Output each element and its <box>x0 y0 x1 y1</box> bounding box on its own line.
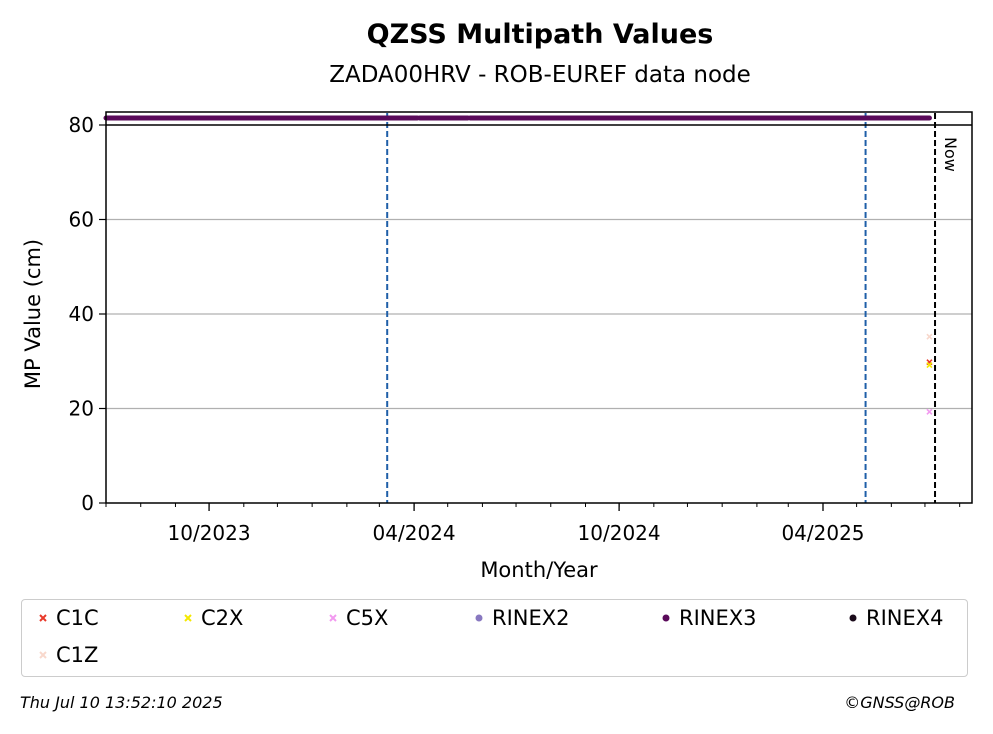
y-tick-label-40: 40 <box>69 302 94 326</box>
y-tick-label-60: 60 <box>69 208 94 232</box>
x-tick-label-1: 04/2024 <box>373 521 456 545</box>
legend: C1C C2X C5X RINEX2 RINEX3 RINEX4 C1Z <box>21 599 968 677</box>
legend-item-c2x: C2X <box>181 606 243 630</box>
legend-marker-c5x <box>326 611 340 625</box>
x-axis-label: Month/Year <box>480 558 598 582</box>
legend-marker-c1c <box>36 611 50 625</box>
legend-item-c5x: C5X <box>326 606 388 630</box>
point-c5x <box>926 408 933 415</box>
plot-frame <box>105 111 973 504</box>
legend-label-c1c: C1C <box>56 606 99 630</box>
legend-marker-rinex4 <box>846 611 860 625</box>
now-label: Now <box>941 137 960 172</box>
legend-label-rinex2: RINEX2 <box>492 606 570 630</box>
reference-lines <box>386 113 937 503</box>
legend-item-rinex3: RINEX3 <box>659 606 757 630</box>
point-c1z <box>926 333 933 340</box>
chart-svg: QZSS Multipath Values ZADA00HRV - ROB-EU… <box>21 19 973 582</box>
legend-marker-rinex2 <box>472 611 486 625</box>
legend-label-c1z: C1Z <box>56 643 99 667</box>
legend-label-c5x: C5X <box>346 606 389 630</box>
legend-label-rinex3: RINEX3 <box>679 606 757 630</box>
y-tick-label-20: 20 <box>69 397 94 421</box>
x-tick-label-0: 10/2023 <box>168 521 251 545</box>
legend-item-c1c: C1C <box>36 606 99 630</box>
legend-label-c2x: C2X <box>201 606 244 630</box>
chart-subtitle: ZADA00HRV - ROB-EUREF data node <box>329 62 751 88</box>
chart-title: QZSS Multipath Values <box>367 19 714 50</box>
legend-marker-c2x <box>181 611 195 625</box>
y-tick-label-0: 0 <box>81 491 94 515</box>
data-points <box>926 333 933 415</box>
x-tick-label-2: 10/2024 <box>578 521 661 545</box>
point-c2x <box>926 361 933 369</box>
legend-item-c1z: C1Z <box>36 643 98 667</box>
y-axis-ticks: 0 20 40 60 80 <box>69 113 106 515</box>
x-tick-label-3: 04/2025 <box>781 521 864 545</box>
legend-marker-c1z <box>36 648 50 662</box>
y-tick-label-80: 80 <box>69 113 94 137</box>
legend-label-rinex4: RINEX4 <box>866 606 944 630</box>
legend-item-rinex2: RINEX2 <box>472 606 570 630</box>
x-axis-ticks: 10/2023 04/2024 10/2024 04/2025 <box>105 503 961 545</box>
y-axis-label: MP Value (cm) <box>21 239 45 389</box>
footer-timestamp: Thu Jul 10 13:52:10 2025 <box>20 693 223 712</box>
grid-lines <box>106 218 972 410</box>
legend-item-rinex4: RINEX4 <box>846 606 944 630</box>
footer-credit: ©GNSS@ROB <box>844 693 955 712</box>
legend-marker-rinex3 <box>659 611 673 625</box>
